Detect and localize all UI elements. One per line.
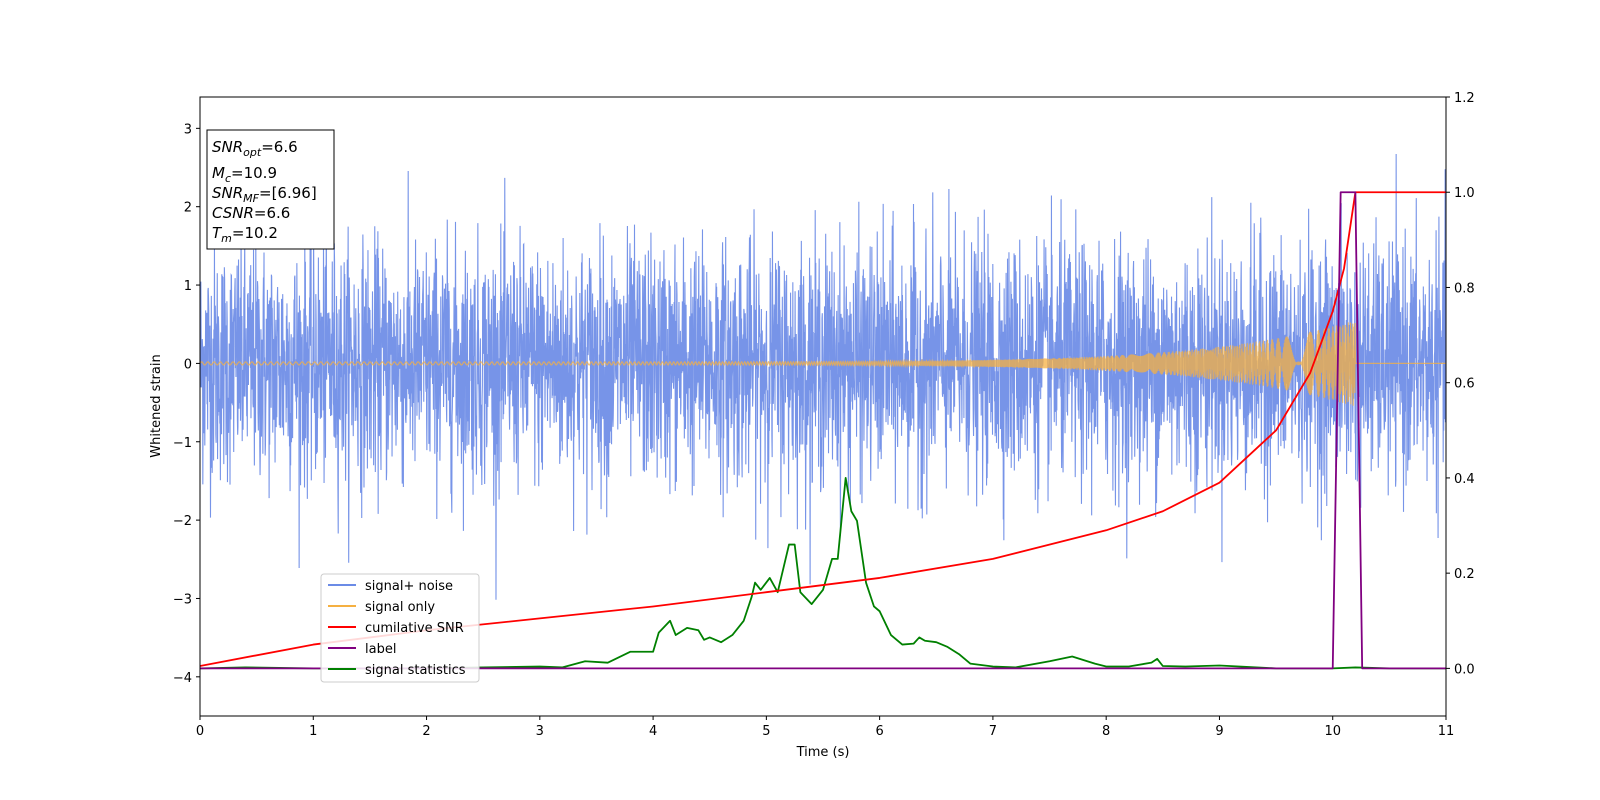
y-tick-label: −3 (173, 592, 192, 607)
x-tick-label: 5 (762, 724, 770, 739)
y2-tick-label: 0.6 (1454, 377, 1475, 392)
tm-value: =10.2 (232, 224, 278, 242)
legend-label-signal-plus-noise: signal+ noise (365, 579, 453, 594)
annotation-snr-opt: SNRopt=6.6 (212, 138, 298, 159)
snr-mf-symbol: SNR (212, 184, 243, 202)
x-tick-label: 2 (422, 724, 430, 739)
series-signal-plus-noise (200, 153, 1446, 600)
y2-tick-label: 1.0 (1454, 186, 1475, 201)
y2-tick-label: 0.0 (1454, 662, 1475, 677)
line-signal-statistics (200, 477, 1446, 670)
y-tick-label: 1 (184, 279, 192, 294)
csnr-symbol: CSNR (212, 204, 254, 222)
y2-axis: 0.0 0.2 0.4 0.6 0.8 1.0 1.2 (1446, 91, 1475, 677)
x-tick-label: 1 (309, 724, 317, 739)
line-label (200, 191, 1446, 670)
legend: signal+ noise signal only cumilative SNR… (320, 573, 480, 683)
mc-subscript: c (225, 172, 231, 185)
x-axis: 0 1 2 3 4 5 6 7 8 9 10 11 (196, 716, 1454, 739)
mc-value: =10.9 (231, 164, 277, 182)
y2-tick-label: 0.8 (1454, 281, 1475, 296)
right-axis-series (200, 191, 1446, 670)
x-tick-label: 4 (649, 724, 657, 739)
x-tick-label: 7 (989, 724, 997, 739)
x-tick-label: 6 (875, 724, 883, 739)
snr-opt-symbol: SNR (212, 138, 243, 156)
annotation-csnr: CSNR=6.6 (212, 204, 290, 222)
tm-subscript: m (221, 232, 232, 245)
y-tick-label: −1 (173, 436, 192, 451)
legend-label-label: label (365, 642, 396, 657)
snr-opt-value: =6.6 (261, 138, 297, 156)
series-signal-only (200, 322, 1446, 406)
stats-annotation: SNRopt=6.6 Mc=10.9 SNRMF=[6.96] CSNR=6.6… (206, 129, 335, 250)
x-tick-label: 9 (1215, 724, 1223, 739)
y-axis: −4 −3 −2 −1 0 1 2 3 (173, 122, 200, 686)
legend-label-signal-only: signal only (365, 600, 435, 615)
csnr-value: =6.6 (254, 204, 290, 222)
tm-symbol: T (212, 224, 223, 242)
x-tick-label: 0 (196, 724, 204, 739)
line-cumilative-snr (200, 191, 1446, 667)
y2-tick-label: 0.2 (1454, 567, 1475, 582)
legend-box (320, 573, 480, 683)
x-tick-label: 8 (1102, 724, 1110, 739)
y-tick-label: −2 (173, 514, 192, 529)
annotation-box (206, 129, 335, 250)
annotation-snr-mf: SNRMF=[6.96] (212, 184, 317, 205)
y-axis-label: Whitened strain (149, 354, 164, 457)
y2-tick-label: 0.4 (1454, 472, 1475, 487)
x-tick-label: 11 (1438, 724, 1455, 739)
y2-tick-label: 1.2 (1454, 91, 1475, 106)
x-axis-label: Time (s) (796, 745, 850, 760)
snr-mf-subscript: MF (243, 192, 259, 205)
plot-frame (199, 96, 1447, 717)
line-signal-only (200, 322, 1446, 406)
legend-label-cumilative-snr: cumilative SNR (365, 621, 464, 636)
annotation-mc: Mc=10.9 (212, 164, 277, 185)
y-tick-label: −4 (173, 671, 192, 686)
y-tick-label: 2 (184, 201, 192, 216)
legend-label-signal-statistics: signal statistics (365, 663, 466, 678)
snr-opt-subscript: opt (243, 146, 262, 159)
snr-mf-value: =[6.96] (259, 184, 317, 202)
x-tick-label: 3 (536, 724, 544, 739)
x-tick-label: 10 (1324, 724, 1341, 739)
mc-symbol: M (212, 164, 225, 182)
line-signal-plus-noise (200, 153, 1446, 600)
y-tick-label: 0 (184, 357, 192, 372)
y-tick-label: 3 (184, 122, 192, 137)
annotation-tm: Tm=10.2 (212, 224, 278, 245)
